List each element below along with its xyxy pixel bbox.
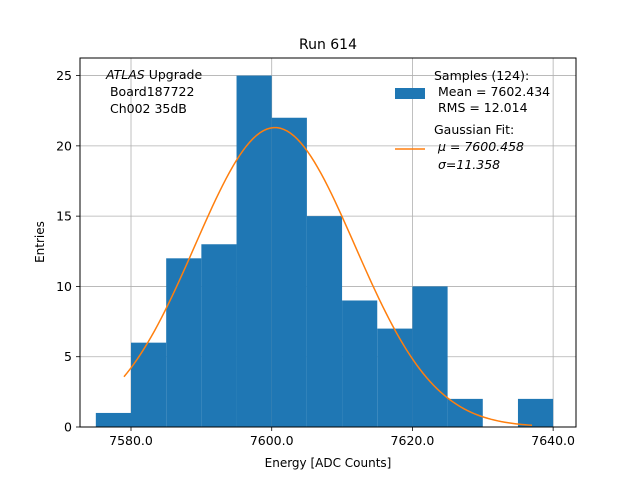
legend-samples-rms: RMS = 12.014 xyxy=(434,100,528,115)
atlas-annotation: ATLAS Upgrade Board187722 Ch002 35dB xyxy=(105,67,202,116)
legend: Samples (124): Mean = 7602.434 RMS = 12.… xyxy=(395,68,550,172)
plot-frame xyxy=(79,57,577,428)
annotation-upgrade: Upgrade xyxy=(145,67,203,82)
legend-samples-swatch xyxy=(395,88,425,99)
gaussian-fit-curve xyxy=(123,126,533,427)
legend-samples-mean: Mean = 7602.434 xyxy=(434,84,550,99)
histogram-bar xyxy=(306,216,343,427)
legend-fit-sigma: σ=11.358 xyxy=(434,157,500,172)
y-tick-label: 15 xyxy=(56,209,72,224)
y-tick-label: 25 xyxy=(56,68,72,83)
annotation-board: Board187722 xyxy=(106,84,194,99)
histogram-bar xyxy=(517,398,554,427)
histogram-bar xyxy=(271,117,307,427)
legend-fit-title: Gaussian Fit: xyxy=(434,122,514,137)
histogram-bar xyxy=(447,398,483,427)
histogram-bar xyxy=(131,342,167,427)
y-tick-label: 5 xyxy=(64,349,72,364)
x-tick-label: 7620.0 xyxy=(391,433,435,448)
histogram-bar xyxy=(342,300,378,427)
chart-title: Run 614 xyxy=(299,37,357,53)
x-tick-label: 7580.0 xyxy=(109,433,153,448)
legend-samples-title: Samples (124): xyxy=(434,68,529,83)
legend-fit-mu: μ = 7600.458 xyxy=(434,139,524,154)
x-axis-label: Energy [ADC Counts] xyxy=(265,456,392,470)
x-tick-label: 7600.0 xyxy=(250,433,294,448)
y-tick-label: 10 xyxy=(56,279,72,294)
histogram-bar xyxy=(412,286,448,427)
histogram-bars xyxy=(95,75,554,428)
histogram-bar xyxy=(166,258,202,427)
x-tick-label: 7640.0 xyxy=(531,433,575,448)
histogram-bar xyxy=(95,412,132,427)
annotation-line-1: ATLAS Upgrade xyxy=(105,67,202,82)
atlas-label: ATLAS xyxy=(105,67,145,82)
y-tick-label: 20 xyxy=(56,138,72,153)
y-axis-ticks: 0 5 10 15 20 25 xyxy=(56,68,80,435)
histogram-bar xyxy=(377,328,413,427)
annotation-channel: Ch002 35dB xyxy=(106,101,187,116)
y-tick-label: 0 xyxy=(64,420,72,435)
x-axis-ticks: 7580.0 7600.0 7620.0 7640.0 xyxy=(109,427,575,448)
y-axis-label: Entries xyxy=(33,221,47,263)
histogram-bar xyxy=(236,75,272,428)
histogram-bar xyxy=(201,244,237,427)
